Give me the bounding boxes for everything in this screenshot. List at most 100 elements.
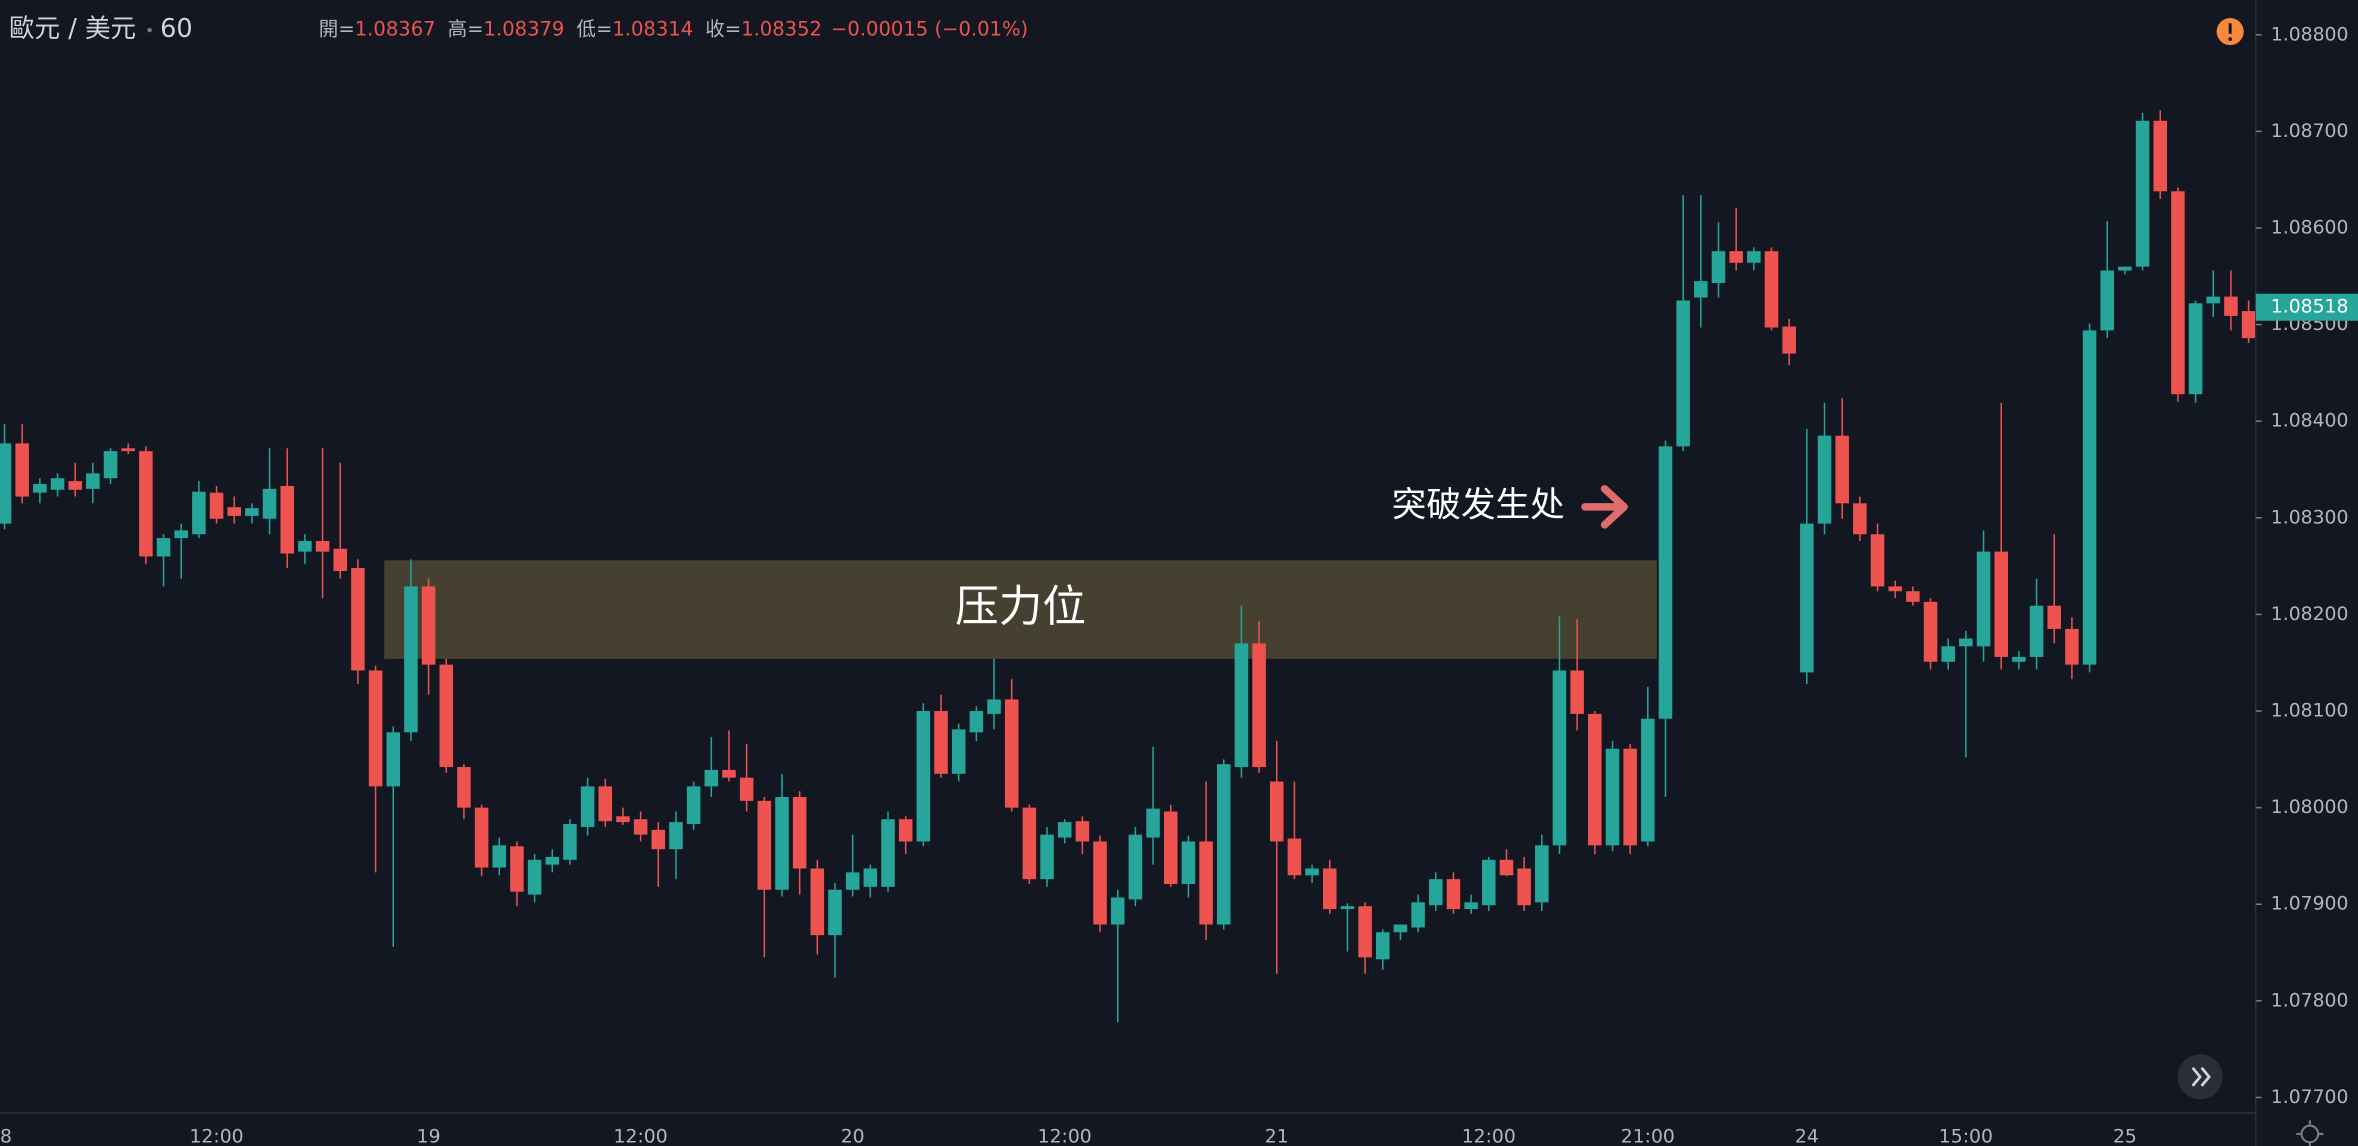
candle-body bbox=[1994, 551, 2008, 657]
candle-body bbox=[934, 711, 948, 774]
gear[interactable] bbox=[2300, 1124, 2320, 1144]
candle-body bbox=[2047, 605, 2061, 629]
candle-body bbox=[1358, 906, 1372, 958]
candle-body bbox=[1941, 646, 1955, 662]
candle-body bbox=[739, 777, 754, 801]
candle-body bbox=[527, 859, 542, 895]
candle-body bbox=[1729, 251, 1743, 263]
resistance-zone bbox=[384, 560, 1657, 659]
candle-body bbox=[2206, 296, 2221, 304]
candle-body bbox=[2029, 605, 2044, 657]
y-tick-label: 1.08800 bbox=[2271, 24, 2349, 45]
candle-body bbox=[580, 786, 595, 827]
candle-body bbox=[987, 699, 1001, 714]
annotation-arrow bbox=[1581, 485, 1628, 529]
candle-body bbox=[1252, 643, 1266, 768]
candle-body bbox=[1588, 713, 1602, 846]
candle-body bbox=[1782, 326, 1796, 354]
plot-area bbox=[0, 110, 2256, 1023]
candle-body bbox=[1075, 821, 1090, 842]
legend-value: 1.08367 bbox=[355, 18, 436, 41]
candle-body bbox=[1853, 503, 1867, 535]
candle-body bbox=[2188, 303, 2203, 395]
candle-body bbox=[1570, 670, 1584, 714]
y-tick-label: 1.07900 bbox=[2271, 894, 2349, 915]
candle-body bbox=[1676, 300, 1690, 447]
x-tick-label: 25 bbox=[2113, 1126, 2137, 1146]
legend-label: 收= bbox=[705, 18, 741, 41]
alert-icon[interactable] bbox=[2216, 18, 2244, 46]
candle-body bbox=[2118, 266, 2132, 271]
candle-body bbox=[333, 548, 348, 571]
candle-body bbox=[1163, 811, 1178, 884]
y-tick-label: 1.08700 bbox=[2271, 121, 2349, 142]
candle-body bbox=[1694, 281, 1708, 298]
candle-body bbox=[651, 829, 666, 850]
candle-body bbox=[156, 538, 171, 557]
candle-body bbox=[686, 786, 701, 825]
y-tick-label: 1.07800 bbox=[2271, 990, 2349, 1011]
candle-body bbox=[633, 819, 648, 835]
legend-value: 1.08352 bbox=[741, 18, 822, 41]
last-price-box bbox=[2255, 293, 2358, 321]
candle-body bbox=[209, 492, 224, 519]
candle-body bbox=[598, 786, 613, 822]
candle-body bbox=[881, 819, 895, 887]
candle-body bbox=[2082, 330, 2097, 665]
candle-body bbox=[1870, 534, 1885, 587]
alert-dot bbox=[2228, 37, 2232, 41]
candle-body bbox=[1322, 868, 1337, 910]
legend-value: 1.08379 bbox=[484, 18, 565, 41]
candle-body bbox=[245, 508, 259, 516]
x-tick-label: 15:00 bbox=[1939, 1126, 1993, 1146]
candle-body bbox=[669, 822, 683, 850]
settings-icon[interactable] bbox=[2296, 1120, 2324, 1146]
candle-body bbox=[510, 846, 524, 892]
symbol[interactable]: 歐元 / 美元 bbox=[9, 14, 136, 44]
y-tick-label: 1.08300 bbox=[2271, 507, 2349, 528]
candle-body bbox=[545, 856, 560, 865]
candle-body bbox=[368, 670, 383, 787]
price-axis: 1.07700 1.07800 1.07900 1.08000 1.08100 1.082… bbox=[2255, 24, 2358, 1108]
candle-body bbox=[0, 443, 12, 524]
zone-label: 压力位 bbox=[955, 583, 1086, 633]
candle-body bbox=[1429, 879, 1443, 906]
candle-body bbox=[863, 868, 878, 887]
x-tick-label: 12:00 bbox=[1038, 1126, 1092, 1146]
scroll-button[interactable] bbox=[2177, 1054, 2223, 1100]
legend-label: 高= bbox=[448, 18, 484, 41]
candle-body bbox=[1287, 838, 1302, 876]
candle-body bbox=[2100, 270, 2115, 331]
last-price-label: 1.08518 bbox=[2271, 297, 2349, 318]
candle-body bbox=[1923, 601, 1938, 662]
candle-body bbox=[1269, 781, 1284, 842]
candle-body bbox=[1959, 638, 1973, 647]
candle-body bbox=[15, 443, 29, 497]
candle-body bbox=[1535, 845, 1549, 903]
candle-body bbox=[139, 451, 153, 557]
candle-body bbox=[828, 889, 842, 936]
candle-body bbox=[1040, 834, 1054, 880]
candle-body bbox=[1411, 902, 1425, 928]
candle-body bbox=[616, 816, 630, 823]
candle-body bbox=[1711, 251, 1726, 284]
candle-body bbox=[192, 491, 206, 535]
candle-body bbox=[121, 448, 135, 452]
candle-body bbox=[68, 481, 82, 490]
candle-body bbox=[1340, 906, 1355, 910]
candle-body bbox=[1605, 748, 1620, 846]
candle-body bbox=[1093, 841, 1107, 925]
y-tick-label: 1.08100 bbox=[2271, 701, 2349, 722]
candle-body bbox=[33, 484, 47, 493]
candle-body bbox=[1482, 859, 1496, 906]
gear-teeth bbox=[2296, 1120, 2324, 1146]
candle-body bbox=[1004, 699, 1019, 808]
candle-body bbox=[227, 507, 241, 516]
candle-body bbox=[103, 451, 118, 479]
interval[interactable]: 60 bbox=[160, 14, 193, 44]
x-tick-label: 21:00 bbox=[1621, 1126, 1675, 1146]
candle-body bbox=[1305, 868, 1319, 876]
candle-body bbox=[1446, 879, 1461, 910]
